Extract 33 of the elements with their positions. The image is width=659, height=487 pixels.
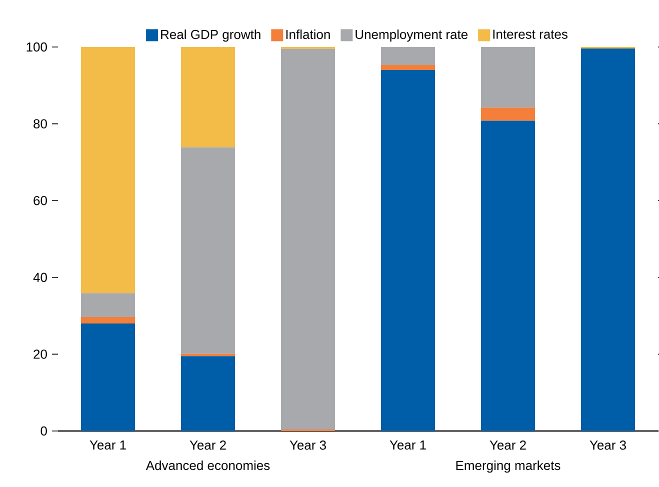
- legend-label: Interest rates: [493, 30, 568, 39]
- x-tick-label: Year 2: [190, 440, 226, 450]
- bar: [181, 147, 235, 354]
- bar: [381, 65, 435, 70]
- y-tick-label: 100: [26, 42, 47, 52]
- bar: [181, 46, 235, 148]
- bar: [181, 356, 235, 431]
- text: Emerging markets: [456, 460, 560, 473]
- y-tick-label: 20: [34, 350, 47, 359]
- y-tick-label: 0: [40, 426, 47, 436]
- bar: [481, 46, 535, 108]
- bar: [281, 48, 335, 430]
- y-tick-label: 40: [33, 272, 47, 282]
- bar: [381, 46, 435, 66]
- bar: [581, 48, 635, 431]
- bar: [81, 46, 135, 294]
- x-tick-label: Year 2: [490, 440, 526, 450]
- bar: [81, 323, 135, 431]
- x-tick-label: Year 1: [390, 440, 426, 450]
- bar: [481, 120, 535, 431]
- x-tick-label: Year 1: [90, 440, 126, 450]
- legend-label: Real GDP growth: [161, 30, 260, 42]
- legend-label: Inflation: [286, 30, 330, 40]
- bar: [381, 70, 435, 431]
- bar: [81, 316, 135, 324]
- text: Advanced economies: [146, 460, 270, 470]
- legend-label: Unemployment rate: [356, 30, 468, 42]
- bar: [481, 108, 535, 121]
- x-tick-label: Year 3: [590, 440, 626, 450]
- y-tick-label: 60: [34, 196, 47, 206]
- y-tick-label: 80: [34, 119, 47, 128]
- x-tick-label: Year 3: [290, 440, 326, 450]
- bar: [81, 293, 135, 317]
